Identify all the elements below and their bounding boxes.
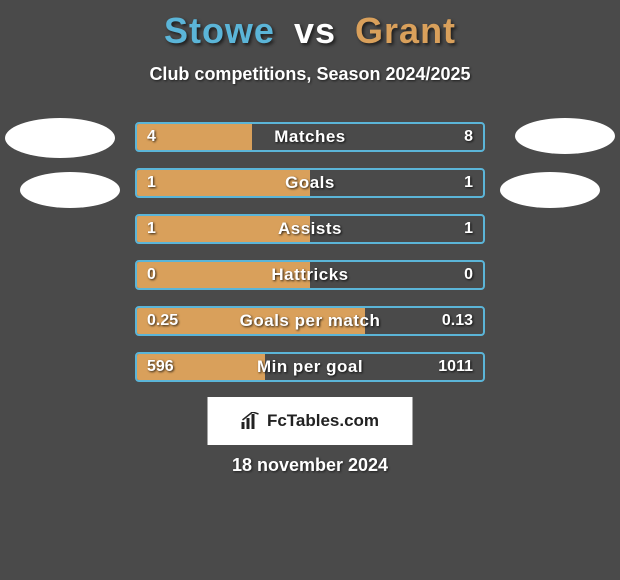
vs-text: vs [294,10,336,51]
brand-text: FcTables.com [267,411,379,431]
brand-badge: FcTables.com [208,397,413,445]
player1-name: Stowe [164,10,275,51]
date-text: 18 november 2024 [0,455,620,476]
player1-club-placeholder [20,172,120,208]
stat-row: 11Assists [135,214,485,244]
player2-name: Grant [355,10,456,51]
stat-label: Goals per match [137,308,483,334]
subtitle: Club competitions, Season 2024/2025 [0,64,620,85]
player1-avatar-placeholder [5,118,115,158]
stat-label: Hattricks [137,262,483,288]
stat-label: Min per goal [137,354,483,380]
stat-row: 5961011Min per goal [135,352,485,382]
stat-row: 00Hattricks [135,260,485,290]
stat-label: Assists [137,216,483,242]
chart-icon [241,412,261,430]
stat-row: 0.250.13Goals per match [135,306,485,336]
stat-label: Matches [137,124,483,150]
player2-avatar-placeholder [515,118,615,154]
comparison-title: Stowe vs Grant [0,0,620,52]
player2-club-placeholder [500,172,600,208]
comparison-bars: 48Matches 11Goals 11Assists 00Hattricks 0.25… [135,122,485,398]
stat-row: 48Matches [135,122,485,152]
stat-label: Goals [137,170,483,196]
stat-row: 11Goals [135,168,485,198]
